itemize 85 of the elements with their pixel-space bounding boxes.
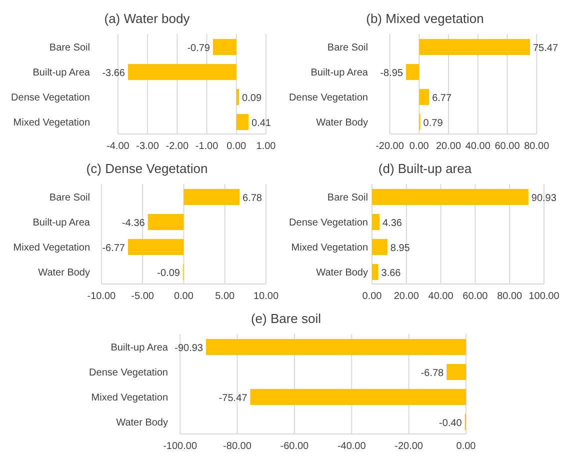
x-tick-label: 1.00 — [256, 141, 276, 152]
data-label: 3.66 — [381, 268, 402, 279]
chart-title: (e) Bare soil — [250, 310, 322, 328]
bar — [372, 264, 378, 280]
bar — [419, 89, 430, 105]
data-label: -75.47 — [218, 393, 248, 404]
x-tick-label: 0.00 — [174, 291, 194, 302]
y-tick-label: Water Body — [116, 418, 168, 428]
data-label: 90.93 — [531, 193, 557, 204]
y-tick-label: Mixed Vegetation — [91, 392, 168, 404]
x-tick-label: -100.00 — [163, 441, 198, 452]
data-label: 6.78 — [242, 193, 262, 204]
data-label: -0.79 — [187, 43, 210, 54]
x-tick-label: 20.00 — [436, 141, 462, 152]
data-label: 75.47 — [533, 43, 558, 54]
y-tick-label: Built-up Area — [110, 342, 168, 354]
x-tick-label: 0.00 — [226, 141, 247, 152]
y-tick-label: Dense Vegetation — [289, 218, 368, 228]
data-label: -0.40 — [439, 418, 462, 429]
x-tick-label: 60.00 — [462, 291, 488, 302]
y-tick-label: Bare Soil — [327, 192, 368, 204]
x-tick-label: 80.00 — [497, 291, 523, 302]
x-tick-label: 0.00 — [409, 141, 430, 152]
x-tick-label: 40.00 — [428, 291, 454, 302]
bar — [128, 64, 236, 80]
chart-title: (b) Mixed vegetation — [365, 10, 485, 28]
x-tick-label: 80.00 — [524, 141, 550, 152]
x-tick-label: -80.00 — [223, 441, 252, 452]
bar — [236, 114, 249, 130]
x-tick-label: -60.00 — [280, 441, 310, 452]
y-tick-label: Water Body — [316, 268, 368, 278]
x-tick-label: 10.00 — [253, 291, 279, 302]
bar — [419, 39, 530, 55]
bar — [236, 89, 240, 105]
data-label: -8.95 — [380, 68, 404, 79]
x-tick-label: 0.00 — [456, 441, 476, 452]
bar — [372, 189, 528, 205]
x-tick-label: -1.00 — [195, 141, 219, 152]
x-tick-label: -4.00 — [106, 141, 130, 152]
data-label: -6.77 — [102, 243, 126, 254]
x-tick-label: 60.00 — [494, 141, 520, 152]
data-label: -0.09 — [157, 268, 180, 279]
x-tick-label: -40.00 — [337, 441, 366, 452]
y-tick-label: Dense Vegetation — [89, 368, 168, 378]
x-tick-label: -10.00 — [87, 291, 116, 302]
data-label: -90.93 — [174, 343, 204, 354]
y-tick-label: Bare Soil — [327, 42, 368, 54]
chart-title: (d) Built-up area — [377, 160, 473, 178]
x-tick-label: -20.00 — [376, 141, 404, 152]
y-tick-label: Built-up Area — [310, 68, 368, 78]
y-tick-label: Built-up Area — [32, 218, 90, 228]
data-label: 0.09 — [242, 93, 262, 104]
bar — [406, 64, 420, 80]
data-label: 8.95 — [390, 243, 410, 254]
data-label: -6.78 — [420, 368, 444, 379]
y-tick-label: Bare Soil — [49, 42, 90, 54]
x-tick-label: 0.00 — [362, 291, 382, 302]
chart-title: (a) Water body — [103, 10, 191, 28]
data-label: 4.36 — [382, 218, 402, 229]
x-tick-label: 5.00 — [215, 291, 236, 302]
y-tick-label: Mixed Vegetation — [13, 118, 90, 128]
data-label: 0.79 — [423, 118, 444, 129]
x-tick-label: -20.00 — [394, 441, 424, 452]
data-label: -4.36 — [122, 218, 146, 229]
bar — [212, 39, 236, 55]
y-tick-label: Water Body — [316, 118, 368, 128]
y-tick-label: Built-up Area — [32, 68, 90, 78]
x-tick-label: -5.00 — [131, 291, 154, 302]
x-tick-label: 100.00 — [528, 291, 560, 302]
data-label: 6.77 — [432, 93, 452, 104]
chart-title: (c) Dense Vegetation — [85, 160, 209, 178]
bar — [372, 239, 388, 255]
x-tick-label: 40.00 — [465, 141, 491, 152]
x-tick-label: -2.00 — [166, 141, 189, 152]
y-tick-label: Water Body — [38, 268, 90, 278]
y-tick-label: Dense Vegetation — [11, 92, 90, 104]
x-tick-label: 20.00 — [394, 291, 420, 302]
y-tick-label: Mixed Vegetation — [13, 242, 90, 254]
bar — [372, 214, 380, 230]
x-tick-label: -3.00 — [136, 141, 160, 152]
data-label: 0.41 — [252, 118, 272, 129]
y-tick-label: Bare Soil — [49, 192, 90, 204]
data-label: -3.66 — [102, 68, 126, 79]
y-tick-label: Dense Vegetation — [289, 92, 368, 104]
y-tick-label: Mixed Vegetation — [291, 242, 368, 254]
